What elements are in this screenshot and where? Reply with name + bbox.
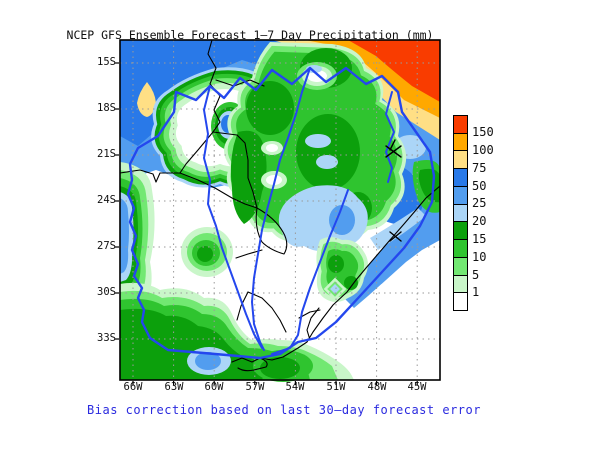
x-axis-label: 45W (407, 381, 427, 393)
grid-lines (120, 40, 440, 380)
river-paraguay (203, 85, 263, 349)
y-axis-label: 27S (97, 240, 116, 252)
legend-colorbar (453, 115, 468, 312)
y-axis-label: 15S (97, 56, 116, 68)
legend-label: 20 (472, 214, 487, 228)
x-axis-label: 60W (204, 381, 224, 393)
legend-swatch (453, 203, 468, 223)
x-axis-label: 54W (285, 381, 305, 393)
legend-swatch (453, 274, 468, 294)
title-line-1: NCEP GFS Ensemble Forecast 1–7 Day Preci… (66, 28, 434, 42)
y-axis-label: 30S (97, 286, 116, 298)
y-axis-label: 21S (97, 148, 116, 160)
legend-label: 50 (472, 179, 487, 193)
legend-label: 75 (472, 161, 487, 175)
x-axis-label: 51W (326, 381, 346, 393)
y-axis-label: 18S (97, 102, 116, 114)
river-parana (251, 67, 311, 351)
x-axis-label: 66W (123, 381, 143, 393)
legend-label: 25 (472, 196, 487, 210)
legend-label: 1 (472, 285, 480, 299)
precipitation-map (112, 36, 448, 388)
basin-boundary (126, 66, 436, 360)
legend-swatch (453, 185, 468, 205)
legend-label: 15 (472, 232, 487, 246)
x-axis-label: 57W (245, 381, 265, 393)
map-frame (115, 39, 441, 385)
legend-swatch (453, 132, 468, 152)
x-axis-label: 48W (367, 381, 387, 393)
legend-label: 10 (472, 250, 487, 264)
legend-swatch (453, 150, 468, 170)
station-marks (385, 139, 402, 242)
legend-label: 100 (472, 143, 494, 157)
legend-swatch (453, 221, 468, 241)
y-axis-label: 24S (97, 194, 116, 206)
x-axis-label: 63W (164, 381, 184, 393)
river-ne (385, 91, 395, 183)
legend-swatch (453, 115, 468, 134)
legend-label: 150 (472, 125, 494, 139)
bias-correction-caption: Bias correction based on last 30–day for… (87, 403, 481, 417)
legend-swatch (453, 256, 468, 276)
river-uruguay (271, 189, 349, 355)
legend-swatch (453, 292, 468, 312)
legend-swatch (453, 168, 468, 187)
legend-swatch (453, 239, 468, 258)
legend-label: 5 (472, 268, 480, 282)
y-axis-label: 33S (97, 332, 116, 344)
precipitation-fills (120, 40, 440, 382)
